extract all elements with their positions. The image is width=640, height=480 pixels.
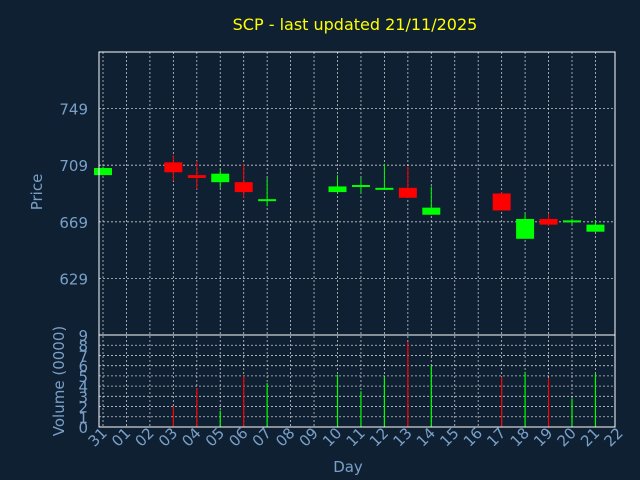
price-tick-label: 749 — [59, 101, 88, 119]
candle-body — [422, 207, 441, 215]
volume-bars — [172, 342, 597, 427]
price-axis-label: Price — [28, 174, 46, 211]
price-tick-labels: 629 669 709 749 — [59, 101, 88, 289]
candle-body — [539, 218, 558, 225]
candle-body — [258, 199, 277, 202]
day-tick-label: 03 — [155, 424, 181, 450]
day-tick-label: 19 — [530, 424, 556, 450]
price-tick-label: 629 — [59, 270, 88, 288]
candle-body — [398, 187, 417, 198]
candle-body — [211, 173, 230, 183]
day-tick-label: 09 — [296, 424, 322, 450]
day-tick-label: 11 — [343, 424, 369, 450]
candle-body — [586, 224, 605, 232]
price-tick-label: 709 — [59, 157, 88, 175]
day-tick-label: 31 — [85, 424, 111, 450]
candle-body — [563, 220, 581, 223]
candle-body — [164, 162, 183, 173]
day-tick-label: 05 — [202, 424, 228, 450]
volume-tick-label: 1 — [78, 409, 88, 427]
price-candles — [94, 155, 605, 239]
day-tick-label: 14 — [413, 424, 439, 450]
candle-body — [187, 175, 206, 178]
volume-panel-frame — [98, 334, 616, 428]
candle-body — [94, 168, 112, 176]
day-tick-label: 08 — [272, 424, 298, 450]
volume-tick-label: 2 — [78, 399, 88, 417]
price-tick-label: 669 — [59, 214, 88, 232]
day-tick-label: 17 — [483, 424, 509, 450]
day-tick-label: 02 — [131, 424, 157, 450]
day-tick-label: 06 — [225, 424, 251, 450]
day-tick-label: 16 — [460, 424, 486, 450]
day-tick-label: 21 — [577, 424, 603, 450]
x-axis-label: Day — [333, 458, 363, 476]
day-tick-label: 10 — [319, 424, 345, 450]
day-tick-label: 01 — [108, 424, 134, 450]
price-panel-frame — [98, 51, 616, 336]
candle-body — [351, 185, 370, 188]
volume-tick-label: 0 — [78, 419, 88, 437]
volume-tick-label: 6 — [78, 358, 88, 376]
chart-title: SCP - last updated 21/11/2025 — [233, 15, 478, 34]
day-tick-labels: 3101020304050607080910111213141516171819… — [85, 424, 627, 450]
volume-tick-label: 8 — [78, 337, 88, 355]
day-tick-label: 07 — [249, 424, 275, 450]
volume-tick-label: 4 — [78, 378, 88, 396]
grid-lines — [99, 52, 615, 427]
volume-tick-label: 3 — [78, 388, 88, 406]
volume-axis-label: Volume (0000) — [50, 326, 68, 436]
day-tick-label: 15 — [436, 424, 462, 450]
day-tick-label: 20 — [554, 424, 580, 450]
candle-body — [375, 187, 394, 190]
candle-body — [516, 218, 535, 239]
candle-body — [492, 193, 511, 211]
volume-tick-label: 9 — [78, 327, 88, 345]
day-tick-label: 22 — [600, 424, 626, 450]
day-tick-label: 13 — [389, 424, 415, 450]
candle-body — [328, 186, 347, 193]
day-tick-label: 18 — [507, 424, 533, 450]
day-tick-label: 04 — [178, 424, 204, 450]
day-tick-label: 12 — [366, 424, 392, 450]
volume-tick-label: 5 — [78, 368, 88, 386]
candle-body — [234, 182, 253, 193]
volume-tick-label: 7 — [78, 347, 88, 365]
